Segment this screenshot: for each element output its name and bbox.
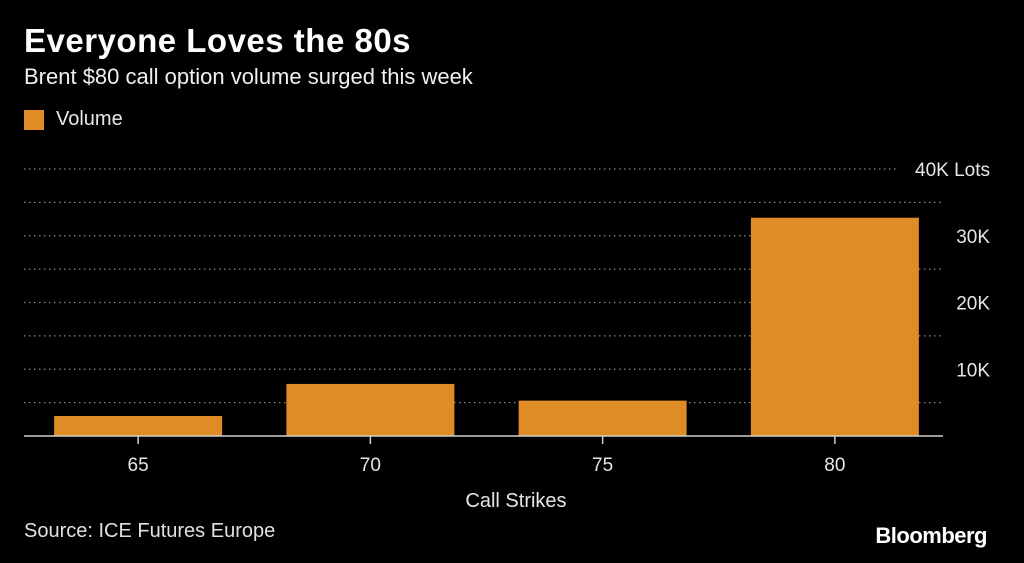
bar (518, 400, 687, 436)
legend: Volume (24, 108, 123, 131)
bar (286, 383, 455, 436)
chart-title: Everyone Loves the 80s (24, 22, 412, 59)
legend-swatch (24, 109, 44, 130)
bar (750, 217, 919, 436)
x-axis-title: Call Strikes (465, 490, 566, 512)
x-tick-label: 80 (824, 455, 845, 476)
y-tick-label: 40K Lots (915, 160, 990, 181)
x-tick-label: 70 (360, 455, 381, 476)
x-tick-label: 75 (592, 455, 613, 476)
bloomberg-logo: Bloomberg (875, 523, 987, 548)
bar (54, 415, 223, 436)
source-note: Source: ICE Futures Europe (24, 520, 276, 542)
y-tick-label: 10K (956, 360, 990, 381)
legend-label: Volume (56, 108, 123, 130)
y-tick-label: 20K (956, 294, 990, 315)
x-tick-label: 65 (128, 455, 149, 476)
y-tick-label: 30K (956, 227, 990, 248)
chart-subtitle: Brent $80 call option volume surged this… (24, 64, 473, 89)
